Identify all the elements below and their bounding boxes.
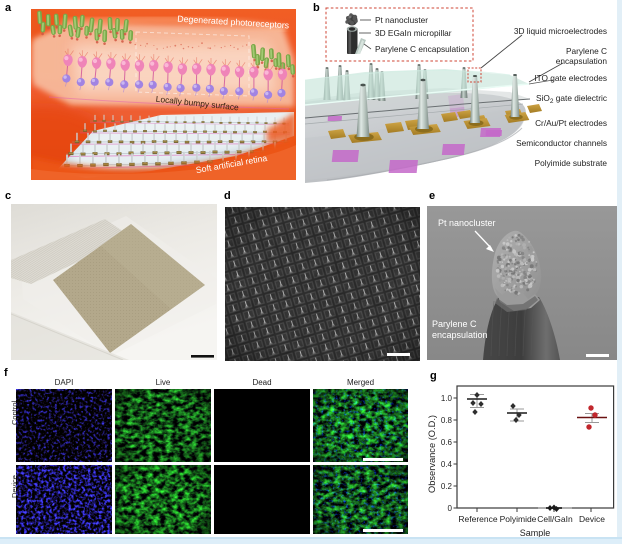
svg-text:Parylene C: Parylene C: [432, 319, 477, 329]
svg-text:0.4: 0.4: [441, 460, 453, 469]
svg-text:0.2: 0.2: [441, 482, 453, 491]
svg-text:Semiconductor channels: Semiconductor channels: [516, 138, 607, 148]
svg-text:Observance (O.D.): Observance (O.D.): [427, 415, 437, 493]
svg-text:0.6: 0.6: [441, 438, 453, 447]
svg-text:0: 0: [448, 504, 453, 513]
svg-text:encapsulation: encapsulation: [432, 330, 488, 340]
svg-text:encapsulation: encapsulation: [556, 56, 608, 66]
svg-text:1.0: 1.0: [441, 394, 453, 403]
svg-text:Polyimide: Polyimide: [500, 514, 537, 524]
svg-text:Pt nanocluster: Pt nanocluster: [438, 218, 496, 228]
svg-text:Cr/Au/Pt electrodes: Cr/Au/Pt electrodes: [535, 118, 607, 128]
svg-text:Device: Device: [579, 514, 605, 524]
svg-text:Sample: Sample: [520, 528, 551, 538]
svg-text:3D EGaIn micropillar: 3D EGaIn micropillar: [375, 28, 452, 38]
svg-text:0.8: 0.8: [441, 416, 453, 425]
svg-text:Pt nanocluster: Pt nanocluster: [375, 15, 428, 25]
svg-text:Parylene C: Parylene C: [566, 46, 607, 56]
svg-text:SiO2 gate dielectric: SiO2 gate dielectric: [536, 93, 607, 105]
svg-text:Reference: Reference: [458, 514, 497, 524]
svg-text:Parylene C encapsulation: Parylene C encapsulation: [375, 44, 470, 54]
svg-text:Polyimide substrate: Polyimide substrate: [535, 158, 608, 168]
svg-text:Cell/GaIn: Cell/GaIn: [537, 514, 573, 524]
svg-text:3D liquid microelectrodes: 3D liquid microelectrodes: [514, 26, 607, 36]
svg-text:ITO gate electrodes: ITO gate electrodes: [534, 73, 607, 83]
